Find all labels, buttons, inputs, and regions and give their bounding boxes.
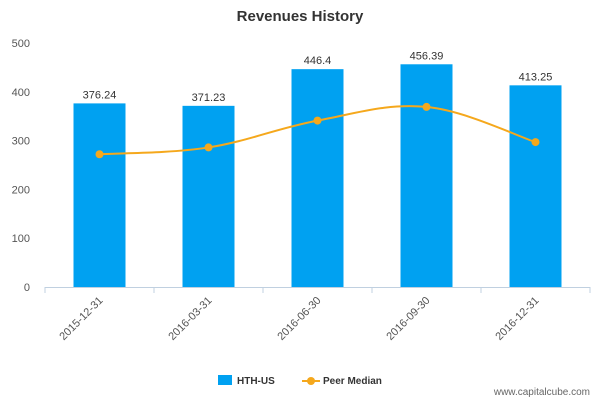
peer-median-series — [95, 102, 540, 159]
bar-value-label: 446.4 — [304, 55, 332, 67]
bar-value-label: 376.24 — [83, 89, 117, 101]
chart-title: Revenues History — [237, 8, 364, 25]
x-tick-label: 2016-06-30 — [275, 295, 323, 343]
bar-2016-03-31[interactable] — [182, 105, 235, 288]
bar-2016-12-31[interactable] — [509, 85, 562, 287]
x-tick-label: 2016-09-30 — [384, 295, 432, 343]
peer-median-point-2016-09-30[interactable] — [422, 102, 431, 111]
peer-median-point-2016-12-31[interactable] — [531, 138, 540, 147]
x-tick-label: 2015-12-31 — [57, 295, 105, 343]
peer-median-point-2015-12-31[interactable] — [95, 150, 104, 159]
credit-text: www.capitalcube.com — [493, 387, 590, 398]
x-axis: 2015-12-31 2016-03-31 2016-06-30 2016-09-30… — [44, 287, 591, 343]
legend-label-peer-median[interactable]: Peer Median — [323, 376, 382, 387]
bar-value-label: 413.25 — [519, 71, 553, 83]
bar-data-labels: 376.24 371.23 446.4 456.39 413.25 — [83, 50, 553, 104]
x-tick-label: 2016-12-31 — [493, 295, 541, 343]
legend-marker-peer-median — [307, 377, 315, 385]
y-tick-label: 100 — [12, 233, 30, 245]
peer-median-point-2016-03-31[interactable] — [204, 143, 213, 152]
y-axis: 0 100 200 300 400 500 — [12, 38, 30, 294]
y-tick-label: 300 — [12, 136, 30, 148]
y-tick-label: 200 — [12, 184, 30, 196]
bar-2016-09-30[interactable] — [400, 64, 453, 287]
y-tick-label: 500 — [12, 38, 30, 50]
bar-2016-06-30[interactable] — [291, 69, 344, 287]
peer-median-point-2016-06-30[interactable] — [313, 116, 322, 125]
x-tick-label: 2016-03-31 — [166, 295, 214, 343]
bar-value-label: 371.23 — [192, 92, 226, 104]
y-tick-label: 400 — [12, 87, 30, 99]
y-tick-label: 0 — [24, 282, 30, 294]
bar-value-label: 456.39 — [410, 50, 444, 62]
legend[interactable]: HTH-US Peer Median — [218, 375, 382, 387]
legend-swatch-hth-us — [218, 375, 232, 385]
legend-label-hth-us[interactable]: HTH-US — [237, 376, 275, 387]
bar-2015-12-31[interactable] — [73, 103, 126, 287]
bar-series — [73, 64, 562, 288]
